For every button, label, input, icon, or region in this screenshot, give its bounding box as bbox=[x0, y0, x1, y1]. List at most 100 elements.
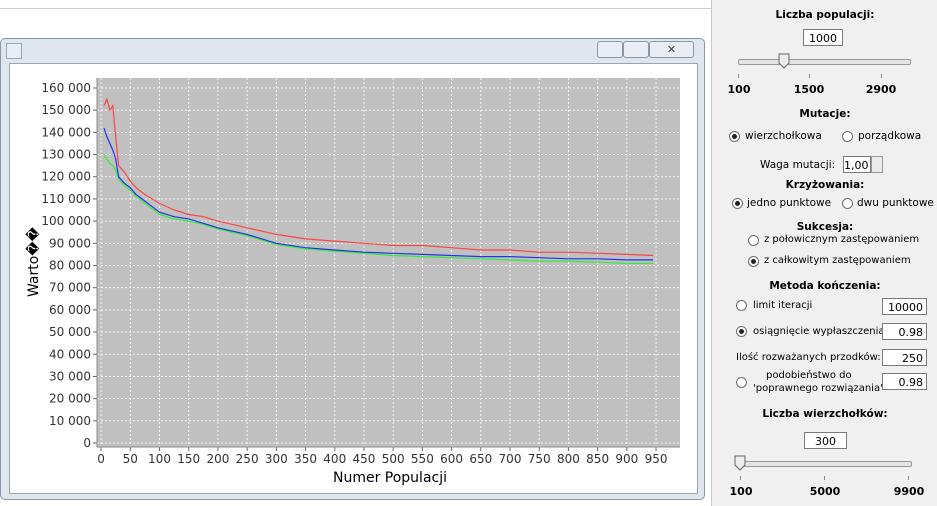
slider-tick bbox=[738, 74, 739, 78]
x-tick-label: 200 bbox=[206, 452, 229, 466]
maximize-button[interactable] bbox=[623, 41, 649, 58]
weight-field[interactable]: 1,00 bbox=[843, 156, 871, 173]
radio[interactable] bbox=[732, 198, 743, 209]
y-tick-label: 80 000 bbox=[49, 258, 91, 272]
slider-label: 100 bbox=[727, 83, 751, 96]
radio[interactable] bbox=[842, 131, 853, 142]
vertices-field[interactable]: 300 bbox=[804, 432, 847, 449]
x-tick-label: 650 bbox=[469, 452, 492, 466]
y-tick-label: 10 000 bbox=[49, 414, 91, 428]
radio[interactable] bbox=[748, 256, 759, 267]
slider-tick bbox=[908, 476, 909, 480]
y-tick-label: 90 000 bbox=[49, 236, 91, 250]
spinner[interactable] bbox=[871, 156, 883, 173]
y-tick-label: 60 000 bbox=[49, 303, 91, 317]
limit-field[interactable]: 10000 bbox=[882, 298, 927, 315]
population-field[interactable]: 1000 bbox=[803, 29, 843, 46]
radio[interactable] bbox=[748, 235, 759, 246]
y-tick-label: 30 000 bbox=[49, 369, 91, 383]
radio[interactable] bbox=[736, 377, 747, 388]
slider-tick bbox=[881, 74, 882, 78]
x-tick-label: 250 bbox=[236, 452, 259, 466]
ancestors-label: Ilość rozważanych przodków: bbox=[736, 352, 881, 363]
mutation-title: Mutacje: bbox=[799, 108, 851, 120]
weight-label: Waga mutacji: bbox=[760, 159, 836, 171]
x-tick-label: 150 bbox=[177, 452, 200, 466]
slider-label: 5000 bbox=[809, 485, 841, 498]
settings-panel: Liczba populacji: 1000 100 1500 2900 Mut… bbox=[711, 0, 937, 506]
x-tick-label: 900 bbox=[615, 452, 638, 466]
population-slider[interactable] bbox=[738, 59, 911, 65]
flat-field[interactable]: 0.98 bbox=[882, 323, 927, 340]
x-axis-label: Numer Populacji bbox=[333, 470, 447, 486]
slider-thumb[interactable] bbox=[734, 455, 746, 471]
vertices-title: Liczba wierzchołków: bbox=[762, 408, 888, 420]
vertices-slider[interactable] bbox=[739, 461, 912, 467]
x-tick-label: 800 bbox=[557, 452, 580, 466]
x-tick-label: 850 bbox=[586, 452, 609, 466]
chart: Numer Populacji Warto�� 0 10 000 20 000 30 … bbox=[25, 78, 680, 486]
x-tick-label: 400 bbox=[323, 452, 346, 466]
x-tick-label: 50 bbox=[123, 452, 138, 466]
separator bbox=[0, 8, 711, 9]
radio[interactable] bbox=[842, 198, 853, 209]
succession-title: Sukcesja: bbox=[796, 221, 854, 233]
series-line bbox=[103, 154, 654, 264]
radio-label: jedno punktowe bbox=[747, 197, 832, 209]
y-tick-label: 160 000 bbox=[41, 81, 91, 95]
java-icon bbox=[6, 43, 22, 59]
y-tick-label: 70 000 bbox=[49, 281, 91, 295]
radio-label: z połowicznym zastępowaniem bbox=[764, 234, 920, 245]
slider-tick bbox=[740, 476, 741, 480]
slider-label: 2900 bbox=[865, 83, 897, 96]
y-tick-label: 40 000 bbox=[49, 347, 91, 361]
y-tick-label: 100 000 bbox=[41, 214, 91, 228]
similar-field[interactable]: 0.98 bbox=[882, 373, 927, 390]
radio[interactable] bbox=[729, 131, 740, 142]
minimize-button[interactable] bbox=[597, 41, 623, 58]
y-tick-label: 150 000 bbox=[41, 103, 91, 117]
y-axis-label: Warto�� bbox=[25, 226, 42, 297]
stop-title: Metoda kończenia: bbox=[769, 280, 881, 292]
y-tick-label: 50 000 bbox=[49, 325, 91, 339]
x-tick-label: 0 bbox=[97, 452, 105, 466]
radio-label: 'poprawnego rozwiązania' bbox=[753, 383, 883, 394]
x-tick-label: 350 bbox=[294, 452, 317, 466]
y-tick-label: 140 000 bbox=[41, 125, 91, 139]
slider-label: 100 bbox=[729, 485, 753, 498]
x-tick-label: 950 bbox=[645, 452, 668, 466]
y-tick-label: 120 000 bbox=[41, 170, 91, 184]
slider-label: 1500 bbox=[793, 83, 825, 96]
plot-area bbox=[97, 78, 680, 447]
ancestors-field[interactable]: 250 bbox=[882, 349, 927, 366]
x-tick-label: 750 bbox=[528, 452, 551, 466]
slider-label: 9900 bbox=[893, 485, 925, 498]
radio-label: z całkowitym zastępowaniem bbox=[764, 255, 911, 266]
radio-label: osiągnięcie wypłaszczenia bbox=[753, 326, 885, 337]
y-tick-label: 130 000 bbox=[41, 148, 91, 162]
slider-thumb[interactable] bbox=[778, 53, 790, 69]
series-line bbox=[103, 127, 654, 261]
y-tick-label: 110 000 bbox=[41, 192, 91, 206]
radio-label: wierzchołkowa bbox=[745, 130, 822, 142]
radio[interactable] bbox=[736, 300, 747, 311]
x-tick-label: 450 bbox=[353, 452, 376, 466]
x-tick-label: 500 bbox=[382, 452, 405, 466]
x-tick-label: 300 bbox=[265, 452, 288, 466]
x-tick-label: 600 bbox=[440, 452, 463, 466]
population-title: Liczba populacji: bbox=[775, 9, 875, 21]
crossover-title: Krzyżowania: bbox=[785, 179, 865, 191]
slider-tick bbox=[809, 74, 810, 78]
slider-tick bbox=[824, 476, 825, 480]
radio[interactable] bbox=[736, 326, 747, 337]
x-tick-label: 700 bbox=[499, 452, 522, 466]
radio-label: porządkowa bbox=[858, 130, 922, 142]
x-tick-label: 550 bbox=[411, 452, 434, 466]
y-tick-label: 0 bbox=[83, 436, 91, 450]
x-tick-label: 100 bbox=[148, 452, 171, 466]
close-button[interactable]: ✕ bbox=[649, 41, 694, 58]
radio-label: podobieństwo do bbox=[766, 370, 852, 381]
radio-label: limit iteracji bbox=[753, 300, 813, 311]
y-tick-label: 20 000 bbox=[49, 392, 91, 406]
